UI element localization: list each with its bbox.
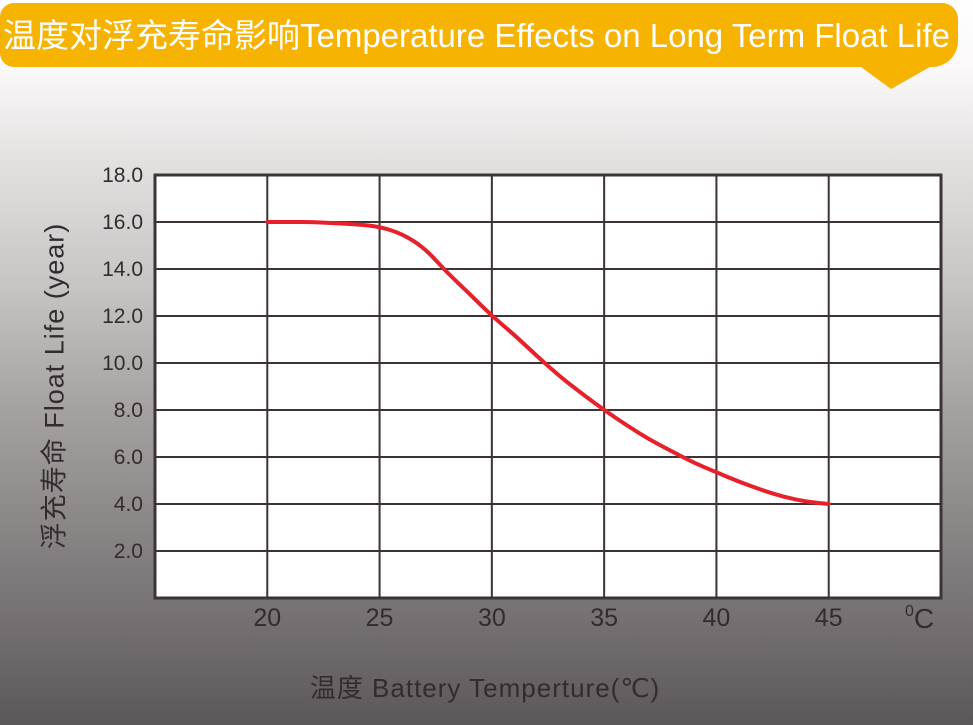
y-tick-label: 10.0 (102, 352, 143, 375)
y-tick-label: 16.0 (102, 211, 143, 234)
y-tick-label: 2.0 (114, 540, 143, 563)
x-axis-unit-label: 0C (905, 603, 934, 634)
x-tick-label: 25 (366, 604, 394, 632)
y-tick-label: 6.0 (114, 446, 143, 469)
x-tick-label: 45 (815, 604, 843, 632)
y-tick-label: 12.0 (102, 305, 143, 328)
y-tick-label: 18.0 (102, 164, 143, 187)
y-tick-label: 8.0 (114, 399, 143, 422)
title-banner: 温度对浮充寿命影响Temperature Effects on Long Ter… (0, 3, 958, 67)
banner-tail-icon (857, 64, 935, 89)
y-tick-label: 14.0 (102, 258, 143, 281)
x-axis-title: 温度 Battery Temperture(℃) (309, 673, 661, 703)
x-tick-label: 20 (253, 604, 281, 632)
x-tick-label: 40 (703, 604, 731, 632)
page-title: 温度对浮充寿命影响Temperature Effects on Long Ter… (3, 16, 950, 54)
plot-border (153, 173, 943, 600)
x-tick-label: 35 (590, 604, 618, 632)
y-tick-label: 4.0 (114, 493, 143, 516)
x-tick-label: 30 (478, 604, 506, 632)
float-life-curve (265, 220, 831, 506)
plot-area (155, 175, 941, 598)
